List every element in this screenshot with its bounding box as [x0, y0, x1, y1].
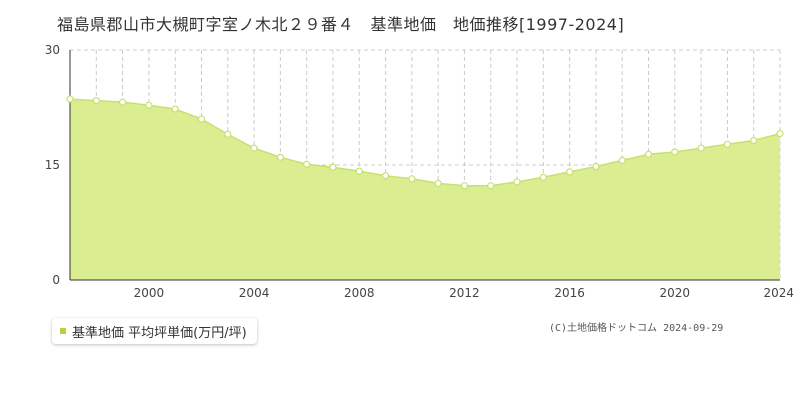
data-point — [197, 115, 206, 123]
data-point — [539, 173, 547, 181]
data-point — [434, 179, 442, 187]
legend-swatch-icon — [60, 328, 66, 334]
data-point — [697, 144, 705, 152]
x-tick-label: 2004 — [239, 286, 270, 300]
data-point — [145, 101, 153, 109]
data-point — [224, 130, 232, 138]
data-point — [513, 178, 521, 186]
data-points — [66, 95, 784, 190]
x-tick-labels: 2000 2004 2008 2012 2016 2020 2024 — [134, 286, 794, 300]
x-tick-label: 2000 — [134, 286, 165, 300]
data-point — [276, 153, 284, 161]
data-point — [250, 144, 258, 152]
series-area-fill — [70, 99, 780, 280]
data-point — [329, 163, 337, 171]
data-point — [408, 175, 416, 183]
data-point — [92, 96, 100, 105]
data-point — [644, 150, 653, 158]
data-point — [750, 136, 758, 145]
data-point — [66, 95, 74, 103]
x-tick-label: 2024 — [763, 286, 794, 300]
series-line — [69, 98, 781, 187]
data-point — [487, 182, 495, 190]
data-point — [723, 140, 732, 148]
y-tick-label: 15 — [45, 158, 60, 172]
data-point — [171, 105, 179, 113]
data-point — [381, 172, 390, 180]
y-tick-label: 30 — [45, 43, 60, 57]
data-point — [671, 148, 679, 156]
data-point — [776, 129, 784, 138]
axes — [69, 50, 780, 281]
x-tick-label: 2008 — [344, 286, 375, 300]
y-tick-labels: 0 15 30 — [45, 43, 60, 287]
legend-label: 基準地価 平均坪単価(万円/坪) — [72, 325, 247, 341]
chart-title: 福島県郡山市大槻町字室ノ木北２９番４ 基準地価 地価推移[1997-2024] — [57, 15, 625, 34]
y-tick-label: 0 — [52, 273, 60, 287]
data-point — [566, 168, 574, 176]
copyright-text: (C)土地価格ドットコム 2024-09-29 — [549, 323, 724, 334]
x-tick-label: 2020 — [660, 286, 691, 300]
data-point — [460, 182, 469, 190]
data-point — [592, 162, 600, 171]
data-point — [303, 160, 311, 168]
data-point — [355, 167, 363, 175]
x-tick-label: 2012 — [449, 286, 480, 300]
x-tick-label: 2016 — [554, 286, 585, 300]
legend[interactable]: 基準地価 平均坪単価(万円/坪) — [52, 318, 257, 344]
data-point — [118, 98, 127, 106]
data-point — [618, 156, 626, 164]
